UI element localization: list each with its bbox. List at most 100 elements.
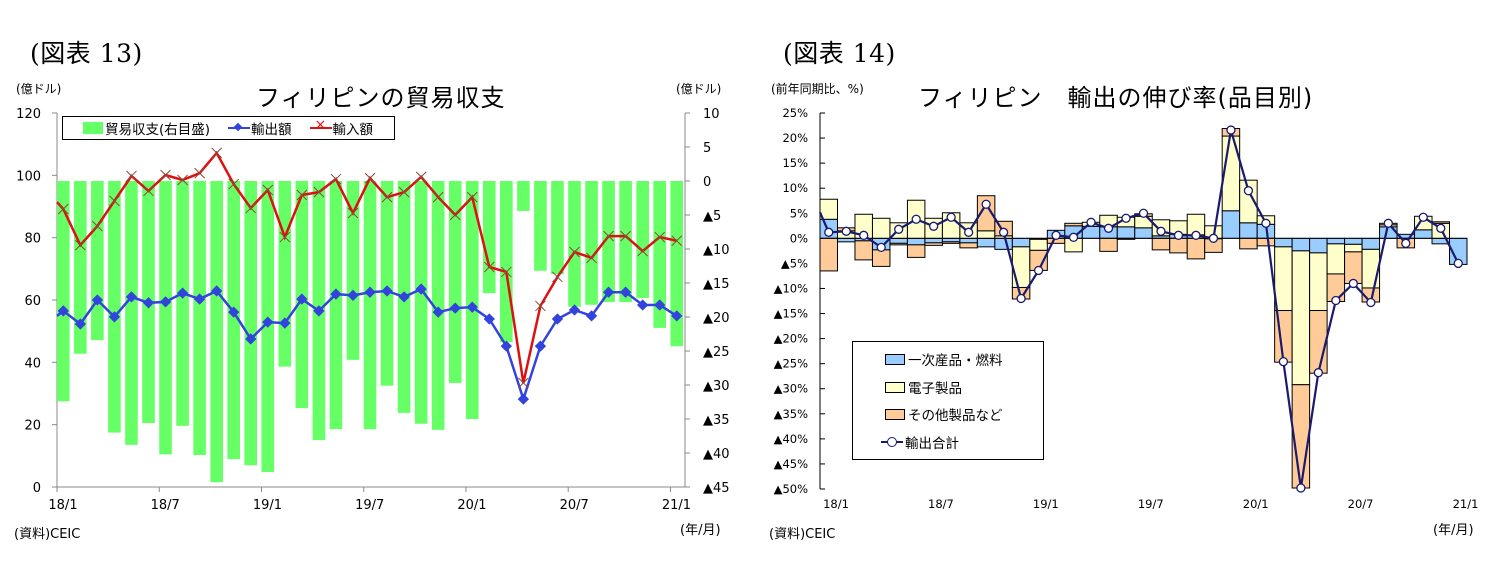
x-tick-label: 20/7 [1348, 497, 1374, 511]
balance-bar [363, 181, 377, 430]
export-component-bar [1186, 237, 1206, 260]
x-tick-label: 19/7 [355, 498, 384, 513]
chart-14-y-unit: (前年同期比、%) [771, 82, 864, 96]
figure-13-label: (図表 13) [30, 39, 143, 68]
imports-marker [603, 230, 614, 242]
exports-marker [500, 340, 512, 352]
imports-marker [381, 191, 393, 203]
y-tick-label: ▲20% [774, 332, 808, 346]
chart-13-legend: 貿易収支(右目盛) 輸出額 輸入額 [62, 116, 395, 140]
export-component-bar [1239, 237, 1258, 250]
right-y-tick-label: 0 [703, 175, 711, 190]
exports-marker [364, 286, 376, 298]
balance-bar [57, 181, 70, 402]
total-exports-marker [1296, 483, 1306, 493]
right-y-tick-label: ▲30 [703, 379, 730, 394]
imports-marker [109, 195, 120, 207]
exports-marker [551, 313, 564, 325]
legend-primary: 一次産品・燃料 [885, 349, 1003, 369]
total-exports-marker [963, 227, 974, 237]
trade-balance-chart: 020406080100120▲45▲40▲35▲30▲25▲20▲15▲10▲… [16, 107, 730, 513]
legend-electronics-label: 電子製品 [908, 381, 962, 397]
balance-bar [551, 181, 564, 275]
total-exports-marker [1121, 213, 1131, 223]
imports-marker [296, 189, 308, 201]
export-component-bar [1414, 229, 1433, 239]
balance-bar [568, 181, 581, 307]
primary-swatch [885, 353, 905, 365]
left-y-tick-label: 0 [33, 481, 41, 496]
chart-14-legend: 一次産品・燃料 電子製品 その他製品など 輸出合計 [852, 341, 1044, 460]
legend-balance-label: 貿易収支(右目盛) [105, 122, 211, 138]
y-tick-label: ▲50% [774, 482, 808, 496]
export-component-bar [1344, 237, 1363, 245]
legend-primary-label: 一次産品・燃料 [908, 353, 1003, 369]
export-component-bar [1064, 222, 1083, 227]
x-tick-label: 19/7 [1138, 497, 1164, 511]
export-component-bar [1274, 246, 1293, 312]
total-exports-marker [1261, 218, 1271, 228]
export-component-bar [1361, 248, 1381, 289]
legend-imports: 輸入額 [309, 117, 373, 138]
exports-marker [262, 316, 274, 328]
legend-total: 輸出合計 [881, 432, 959, 452]
imports-marker [535, 300, 546, 312]
export-component-bar [1099, 237, 1118, 252]
figure-14-label: (図表 14) [783, 39, 896, 68]
total-exports-marker [1226, 125, 1236, 135]
imports-marker [228, 178, 240, 190]
balance-bar [534, 181, 547, 271]
x-tick-label: 18/7 [928, 497, 954, 511]
total-exports-marker [911, 214, 921, 224]
imports-marker [262, 184, 274, 196]
total-exports-marker [998, 227, 1009, 237]
imports-swatch [309, 117, 332, 133]
exports-marker [568, 304, 581, 316]
total-exports-marker [1208, 233, 1219, 243]
balance-swatch [83, 122, 103, 134]
total-exports-marker [1366, 297, 1376, 308]
export-component-bar [906, 244, 926, 258]
export-component-bar [1326, 237, 1346, 245]
left-y-tick-label: 80 [24, 232, 41, 247]
right-y-tick-label: ▲35 [703, 413, 730, 428]
legend-other-label: その他製品など [908, 408, 1003, 424]
exports-marker [466, 301, 478, 313]
left-y-tick-label: 60 [24, 294, 41, 309]
exports-marker [211, 285, 223, 297]
export-component-bar [1326, 243, 1346, 275]
exports-marker [585, 310, 598, 322]
total-exports-marker [929, 221, 939, 231]
y-tick-label: ▲5% [781, 256, 808, 270]
imports-marker [313, 186, 325, 198]
balance-bar [108, 181, 121, 433]
exports-marker [313, 305, 325, 317]
exports-marker [602, 286, 615, 298]
exports-marker [57, 305, 69, 317]
y-tick-label: ▲45% [774, 457, 808, 471]
left-y-tick-label: 100 [16, 169, 41, 184]
balance-bar [517, 181, 530, 211]
right-y-tick-label: 5 [703, 141, 711, 156]
export-component-bar [924, 242, 943, 246]
imports-marker [620, 230, 631, 242]
legend-electronics: 電子製品 [885, 377, 962, 397]
total-exports-marker [1068, 232, 1079, 242]
balance-bar [465, 181, 479, 419]
balance-bar [619, 181, 632, 303]
balance-bar [448, 181, 462, 383]
exports-marker [432, 306, 444, 318]
exports-marker [245, 333, 257, 345]
exports-marker [347, 289, 359, 301]
total-exports-marker [1243, 186, 1254, 196]
total-exports-marker [981, 199, 991, 209]
export-component-bar [976, 230, 996, 239]
imports-marker [126, 170, 137, 182]
electronics-swatch [885, 381, 905, 393]
y-tick-label: ▲35% [774, 407, 808, 421]
chart-13-x-unit: (年/月) [680, 523, 721, 538]
balance-bar [346, 181, 360, 360]
balance-bar [176, 181, 189, 426]
exports-marker [398, 291, 410, 303]
total-exports-marker [1313, 368, 1324, 378]
